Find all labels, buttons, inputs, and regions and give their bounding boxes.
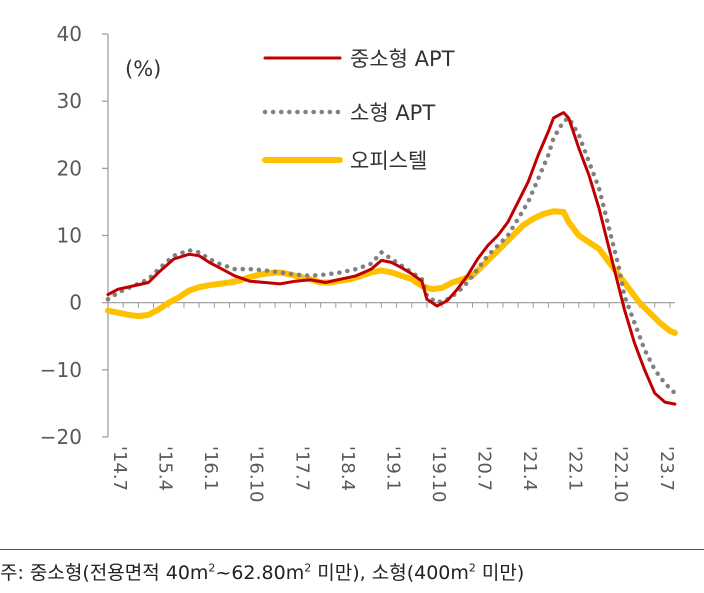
x-tick-label: '23.7 bbox=[656, 446, 677, 491]
x-tick-label: '22.1 bbox=[565, 446, 586, 491]
series-layer bbox=[105, 111, 678, 406]
y-tick-label: 40 bbox=[57, 22, 82, 46]
x-tick-label: '18.4 bbox=[337, 446, 358, 491]
x-tick-label: '22.10 bbox=[610, 446, 631, 502]
x-axis: '14.7 '15.4 '16.1 '16.10 '17.7 '18.4 '19.1 '19.… bbox=[107, 302, 677, 502]
y-tick-label: −10 bbox=[40, 358, 82, 382]
x-tick-label: '19.1 bbox=[382, 446, 403, 491]
series-line-2 bbox=[105, 208, 678, 336]
series-line-1 bbox=[105, 115, 678, 396]
footnote: 주: 중소형(전용면적 40m2~62.80m2 미만), 소형(400m2 미… bbox=[0, 549, 704, 585]
x-tick-label: '19.10 bbox=[428, 446, 449, 502]
x-tick-label: '15.4 bbox=[155, 446, 176, 491]
y-tick-label: 30 bbox=[57, 89, 82, 113]
legend-label-2: 오피스텔 bbox=[350, 149, 427, 173]
legend-label-1: 소형 APT bbox=[350, 101, 435, 125]
footnote-sup-2: 2 bbox=[304, 561, 312, 575]
line-chart: 40 30 20 10 0 −10 −20 '14.7 '15.4 '16.1 '16.10 '17… bbox=[40, 22, 678, 502]
y-tick-label: −20 bbox=[40, 425, 82, 449]
x-tick-label: '21.4 bbox=[519, 446, 540, 491]
footnote-sup-3: 2 bbox=[468, 561, 476, 575]
x-tick-label: '14.7 bbox=[109, 446, 130, 491]
y-tick-label: 20 bbox=[57, 156, 82, 180]
unit-label: (%) bbox=[125, 57, 161, 81]
footnote-mid2: 미만), 소형(400m bbox=[311, 562, 469, 584]
footnote-suffix: 미만) bbox=[475, 562, 525, 584]
series-line-0 bbox=[106, 111, 677, 406]
legend: 중소형 APT 소형 APT 오피스텔 bbox=[262, 47, 455, 173]
x-tick-label: '16.1 bbox=[200, 446, 221, 491]
y-tick-label: 10 bbox=[57, 224, 82, 248]
x-tick-label: '20.7 bbox=[474, 446, 495, 491]
footnote-prefix: 주: 중소형(전용면적 40m bbox=[0, 562, 209, 584]
footnote-mid: ~62.80m bbox=[215, 562, 305, 584]
x-tick-label: '16.10 bbox=[246, 446, 267, 502]
legend-label-0: 중소형 APT bbox=[350, 47, 455, 71]
y-tick-label: 0 bbox=[69, 291, 82, 315]
x-tick-label: '17.7 bbox=[291, 446, 312, 491]
y-axis: 40 30 20 10 0 −10 −20 bbox=[40, 22, 109, 449]
footnote-sup-1: 2 bbox=[208, 561, 216, 575]
